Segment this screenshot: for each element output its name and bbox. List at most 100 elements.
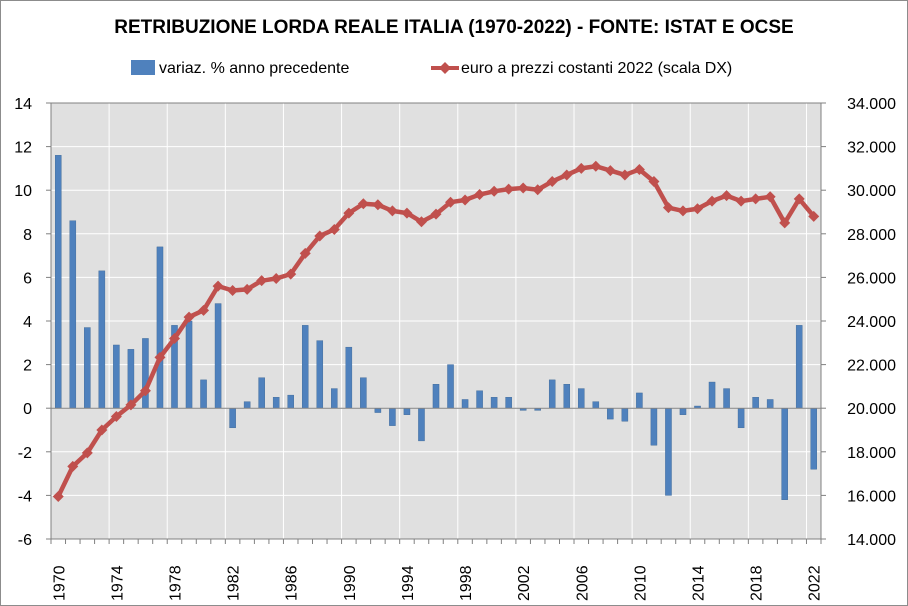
right-tick-label: 18.000 (847, 445, 896, 462)
bar (636, 392, 643, 409)
line-point (459, 194, 471, 206)
line-series (52, 160, 820, 502)
right-tick-label: 28.000 (847, 227, 896, 244)
line-point (52, 490, 64, 502)
bar (331, 388, 338, 409)
x-tick-label: 2002 (516, 565, 533, 601)
bar (185, 320, 193, 409)
line-point (793, 193, 805, 205)
line-point (168, 332, 180, 344)
bar (55, 155, 62, 409)
line-point (633, 163, 645, 175)
bar (403, 408, 411, 415)
bar (752, 397, 759, 409)
line-point (474, 189, 486, 201)
line-point (343, 207, 355, 219)
bar (214, 303, 222, 409)
bar (607, 408, 614, 420)
x-tick-label: 1970 (51, 565, 68, 601)
line-point (517, 182, 529, 194)
vertical-gridlines (108, 103, 807, 539)
bar (795, 325, 803, 409)
bar (766, 399, 774, 409)
line-point (183, 311, 195, 323)
bar (127, 349, 135, 409)
x-tick-label: 1978 (167, 565, 184, 601)
bar (113, 344, 120, 409)
line-point (415, 216, 427, 228)
line-point (503, 183, 515, 195)
line-point (401, 207, 413, 219)
line-point (285, 268, 297, 280)
right-tick-label: 26.000 (847, 270, 896, 287)
right-tick-label: 32.000 (847, 140, 896, 157)
line-point (139, 385, 151, 397)
line-point (270, 272, 282, 284)
bar (360, 377, 367, 409)
line-point (575, 162, 587, 174)
bar (84, 327, 91, 409)
x-tick-label: 1998 (458, 565, 475, 601)
x-tick-label: 2006 (574, 565, 591, 601)
legend-bar-swatch (131, 60, 155, 75)
line-point (241, 283, 253, 295)
x-tick-label: 2010 (632, 565, 649, 601)
x-tick-label: 2022 (807, 565, 824, 601)
left-axis-ticks: -6 -4 -2 0 2 4 6 8 10 12 14 (14, 96, 51, 549)
bar (69, 220, 77, 409)
line-point (692, 203, 704, 215)
x-tick-label: 2018 (749, 565, 766, 601)
line-point (808, 210, 820, 222)
line-point (372, 199, 384, 211)
left-tick-label: 4 (23, 314, 32, 331)
line-point (386, 205, 398, 217)
bar (505, 397, 512, 409)
x-tick-label: 1990 (342, 565, 359, 601)
bar-series (55, 155, 817, 500)
line-point (212, 280, 224, 292)
line-point (445, 196, 457, 208)
line-point (677, 205, 689, 217)
line-point (779, 217, 791, 229)
right-tick-label: 24.000 (847, 314, 896, 331)
bar (418, 408, 425, 442)
bar (98, 270, 106, 409)
bar (156, 246, 164, 409)
left-tick-label: 8 (23, 227, 32, 244)
line-point (357, 198, 369, 210)
line-point (67, 460, 79, 472)
line-point (546, 175, 558, 187)
left-tick-label: 6 (23, 270, 32, 287)
line-point (154, 351, 166, 363)
bar (389, 408, 396, 426)
bar (490, 397, 498, 409)
right-tick-label: 20.000 (847, 401, 896, 418)
x-tick-label: 1994 (400, 565, 417, 601)
legend-bar-label: variaz. % anno precedente (159, 60, 349, 77)
line-point (96, 424, 108, 436)
line-point (328, 223, 340, 235)
horizontal-gridlines (51, 146, 821, 496)
bar (781, 408, 788, 500)
bar (345, 346, 353, 409)
x-tick-label: 1982 (226, 565, 243, 601)
line-point (750, 193, 762, 205)
line-point (706, 195, 718, 207)
bar (563, 384, 571, 409)
left-tick-label: 0 (23, 401, 32, 418)
x-axis-ticks: 1970 1974 1978 1982 1986 1990 1994 1998 2002 2006… (50, 539, 824, 601)
bar (548, 379, 556, 409)
line-point (532, 184, 544, 196)
bar (578, 388, 585, 409)
bar (258, 377, 265, 409)
right-tick-label: 14.000 (847, 532, 896, 549)
line-point (314, 230, 326, 242)
line-point (81, 447, 93, 459)
legend-line-label: euro a prezzi costanti 2022 (scala DX) (461, 60, 732, 77)
line-point (110, 410, 122, 422)
left-tick-label: -4 (18, 488, 32, 505)
left-tick-label: 2 (23, 358, 32, 375)
right-tick-label: 34.000 (847, 96, 896, 113)
